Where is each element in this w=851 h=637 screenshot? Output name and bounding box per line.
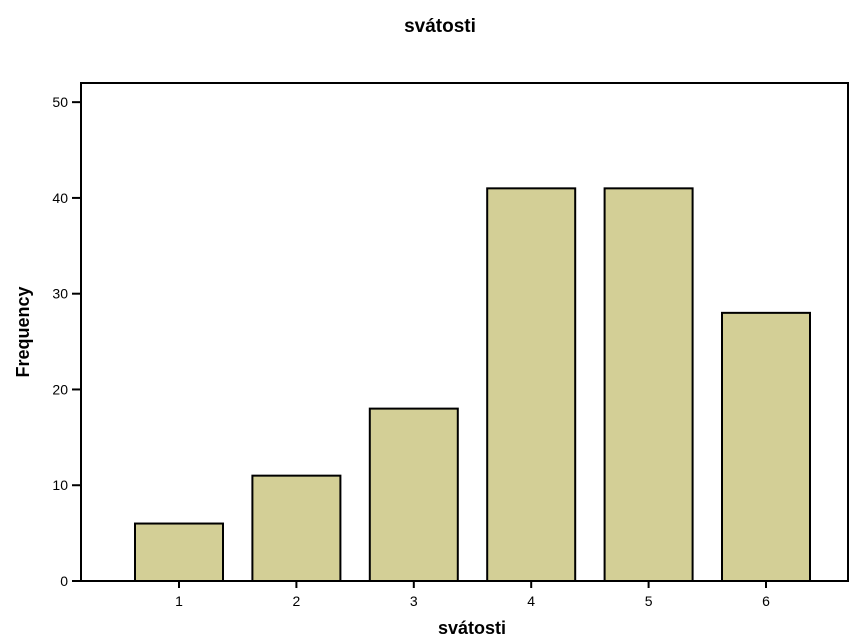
y-tick-label: 40 [52, 190, 68, 206]
x-tick-label: 6 [762, 593, 770, 609]
chart-title: svátosti [404, 16, 476, 37]
bar-series [134, 187, 811, 582]
bar-6 [721, 311, 811, 582]
y-tick-label: 50 [52, 94, 68, 110]
bar-3 [368, 407, 459, 582]
y-axis-title: Frequency [13, 286, 33, 377]
x-tick-label: 5 [645, 593, 653, 609]
x-axis: 1 2 3 4 5 6 [175, 581, 770, 609]
x-axis-title: svátosti [438, 618, 506, 637]
x-tick-label: 3 [410, 593, 418, 609]
plot-frame [80, 82, 849, 582]
y-axis: 0 10 20 30 40 50 [52, 94, 81, 589]
y-tick-label: 30 [52, 286, 68, 302]
bar-2 [251, 474, 342, 582]
x-tick-label: 2 [293, 593, 301, 609]
bar-4 [486, 187, 577, 582]
y-tick-label: 0 [60, 573, 68, 589]
x-tick-label: 1 [175, 593, 183, 609]
x-tick-label: 4 [527, 593, 535, 609]
y-tick-label: 20 [52, 381, 68, 397]
y-tick-label: 10 [52, 477, 68, 493]
bar-1 [134, 522, 224, 582]
bar-5 [603, 187, 694, 582]
